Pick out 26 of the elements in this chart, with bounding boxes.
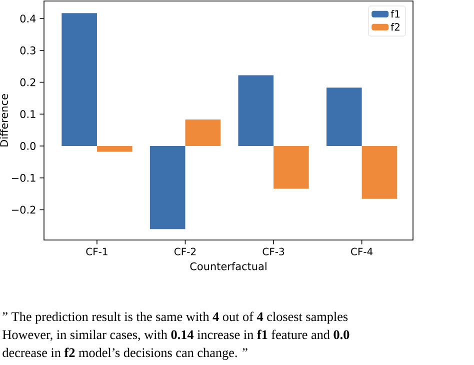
legend-label: f2 bbox=[390, 23, 400, 31]
y-axis-title: Difference bbox=[0, 94, 8, 146]
y-tick-label: 0.2 bbox=[20, 78, 36, 86]
bar bbox=[362, 146, 398, 199]
y-tick-label: 0.3 bbox=[20, 46, 36, 54]
text: However, in similar cases, with 0.14 increase in f1 feature and 0.0 bbox=[2, 330, 350, 342]
x-tick-label: CF-4 bbox=[351, 248, 373, 256]
y-tick-label: 0.1 bbox=[20, 110, 36, 118]
x-axis-title: Counterfactual bbox=[190, 262, 266, 270]
bar bbox=[62, 13, 97, 146]
bar bbox=[238, 75, 274, 146]
bar bbox=[185, 120, 221, 146]
legend-label: f1 bbox=[390, 10, 400, 18]
bar bbox=[96, 146, 132, 152]
x-tick-label: CF-3 bbox=[262, 248, 284, 256]
bar bbox=[326, 88, 362, 146]
bar bbox=[274, 146, 309, 189]
x-tick-label: CF-1 bbox=[86, 248, 108, 256]
y-tick-label: −0.2 bbox=[12, 206, 36, 214]
text: ” The prediction result is the same with 4 out of 4 closest samples bbox=[2, 312, 348, 324]
y-tick-label: −0.1 bbox=[12, 174, 36, 182]
text: decrease in f2 model’s decisions can change. ” bbox=[2, 348, 248, 360]
bar bbox=[150, 146, 186, 230]
y-tick-label: 0.4 bbox=[20, 14, 36, 22]
y-tick-label: 0.0 bbox=[20, 142, 36, 150]
x-tick-label: CF-2 bbox=[174, 248, 196, 256]
